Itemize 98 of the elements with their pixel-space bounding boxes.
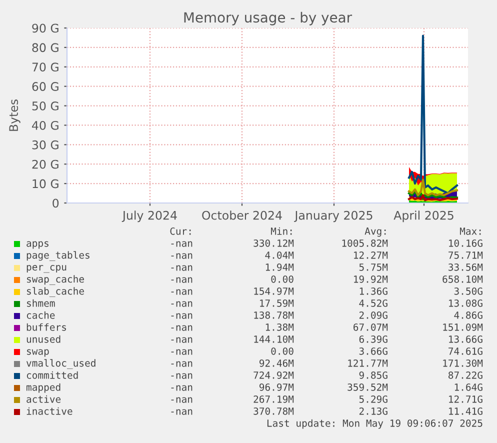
legend-label: per_cpu (26, 264, 66, 273)
text: -nan (171, 385, 192, 391)
text: 13.08G (449, 299, 482, 307)
text: -nan (171, 265, 192, 271)
text: 171.30M (443, 359, 483, 367)
x-tick-label: January 2025 (294, 210, 372, 222)
text: 33.56M (448, 263, 483, 271)
text: 154.97M (254, 287, 294, 295)
text: 67.07M (354, 323, 388, 331)
legend-label: committed (26, 371, 78, 379)
text: 1.64G (454, 383, 482, 391)
text: 3.66G (359, 347, 388, 355)
text: 138.78M (254, 311, 294, 319)
text: 267.19M (254, 395, 294, 403)
text: 6.39G (359, 335, 388, 343)
text: 74.61G (448, 347, 482, 355)
text: 724.92M (254, 371, 294, 379)
text: 10.16G (449, 239, 482, 247)
text: 5.75M (359, 264, 388, 271)
y-tick-label: 30 G (32, 140, 58, 150)
text: Max: (460, 228, 481, 235)
text: 144.10M (254, 335, 294, 343)
text: -nan (171, 409, 192, 415)
text: 4.04M (265, 251, 294, 259)
legend-label: swap (27, 349, 49, 357)
y-tick-label: 70 G (32, 62, 58, 72)
text: -nan (171, 361, 192, 367)
y-tick-label: 90 G (32, 24, 58, 33)
text: 19.92M (354, 275, 388, 283)
text: 75.71M (448, 252, 483, 259)
x-tick-label: April 2025 (394, 210, 454, 222)
text: 370.78M (254, 407, 294, 415)
text: 0.00 (271, 347, 294, 355)
legend-label: slab_cache (27, 287, 84, 297)
text: -nan (171, 337, 192, 343)
legend-label: inactive (26, 407, 72, 415)
x-tick-label: October 2024 (202, 210, 282, 220)
text: 4.86G (454, 311, 482, 319)
text: 1.38M (266, 323, 294, 331)
text: 5.29G (359, 395, 388, 403)
text: Min: (270, 227, 292, 235)
text: 2.09G (359, 311, 388, 319)
text: 1005.82M (342, 239, 388, 247)
y-tick-label: 10 G (32, 179, 58, 188)
text: 121.77M (348, 359, 388, 367)
text: 12.71G (449, 395, 482, 403)
text: 17.59M (260, 299, 294, 307)
legend-label: active (26, 395, 61, 403)
text: -nan (171, 277, 192, 283)
text: 92.46M (259, 359, 294, 367)
text: 11.41G (449, 407, 482, 415)
text: Last update: Mon May 19 09:06:07 2025 (267, 419, 482, 429)
text: -nan (171, 241, 192, 247)
text: 1.94M (266, 263, 294, 271)
y-tick-label: 50 G (32, 102, 58, 110)
text: -nan (171, 349, 192, 355)
legend-label: page_tables (26, 251, 90, 261)
y-axis-title: Bytes (9, 100, 20, 131)
y-tick-label: 0 (52, 198, 59, 208)
text: 2.13G (359, 407, 388, 415)
text: -nan (171, 397, 192, 403)
y-tick-label: 80 G (32, 43, 58, 52)
text: 1.36G (360, 287, 388, 295)
text: 3.50G (454, 287, 482, 295)
line-series (408, 34, 458, 194)
legend-label: swap_cache (27, 275, 84, 285)
text: 330.12M (254, 239, 294, 247)
line-series (408, 178, 458, 196)
text: -nan (171, 301, 192, 307)
text: -nan (171, 325, 192, 331)
text: Cur: (170, 227, 191, 235)
text: Avg: (364, 228, 386, 237)
chart-title: Memory usage - by year (184, 12, 352, 26)
legend-label: cache (26, 311, 55, 319)
x-tick-label: July 2024 (122, 210, 177, 222)
text: 359.52M (348, 383, 388, 391)
legend-label: shmem (27, 299, 55, 307)
legend-label: vmalloc_used (26, 359, 96, 369)
text: 96.97M (259, 383, 294, 391)
text: 87.22G (448, 371, 482, 379)
y-tick-label: 60 G (32, 82, 58, 91)
y-tick-label: 20 G (32, 160, 58, 169)
text: 9.85G (359, 371, 388, 379)
text: 151.09M (443, 323, 483, 331)
text: -nan (171, 289, 192, 295)
legend-label: unused (26, 335, 60, 343)
text: -nan (171, 313, 192, 319)
text: 12.27M (354, 251, 388, 259)
text: 658.10M (442, 275, 483, 283)
text: 4.52G (359, 299, 388, 307)
y-tick-label: 40 G (32, 120, 58, 130)
text: 0.00 (271, 275, 294, 283)
text: 13.66G (449, 335, 482, 343)
text: -nan (171, 253, 192, 259)
legend-label: mapped (26, 383, 60, 393)
legend-label: buffers (26, 323, 66, 331)
text: -nan (171, 373, 192, 379)
legend-label: apps (26, 241, 48, 249)
